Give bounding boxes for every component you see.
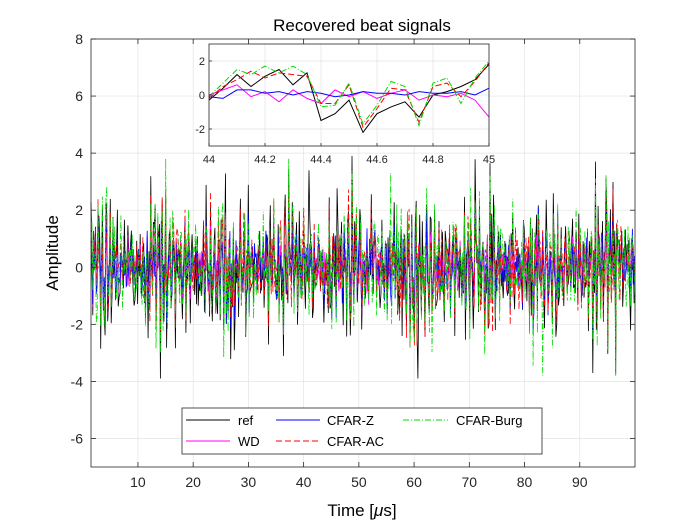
main-x-tick-label: 70 bbox=[462, 474, 478, 490]
main-y-tick-label: -6 bbox=[71, 430, 84, 446]
y-axis-label: Amplitude bbox=[43, 215, 62, 291]
x-axis-label-mu: μ bbox=[373, 501, 384, 520]
main-y-tick-label: -4 bbox=[71, 373, 84, 389]
main-x-tick-label: 40 bbox=[296, 474, 312, 490]
main-x-tick-label: 50 bbox=[351, 474, 367, 490]
main-x-tick-label: 10 bbox=[130, 474, 146, 490]
legend-item-cfar-ac: CFAR-AC bbox=[276, 434, 384, 449]
inset-x-tick-label: 44.8 bbox=[422, 154, 443, 166]
main-x-tick-label: 20 bbox=[185, 474, 201, 490]
inset-axes: 44 44.2 44.4 44.6 44.8 45 -2 0 2 bbox=[195, 43, 495, 166]
main-axes-box bbox=[90, 38, 636, 468]
main-y-tick-label: 2 bbox=[75, 202, 83, 218]
legend-item-cfar-z: CFAR-Z bbox=[276, 413, 374, 428]
legend-label-cfar-burg: CFAR-Burg bbox=[456, 413, 522, 428]
chart-title: Recovered beat signals bbox=[273, 16, 451, 35]
main-y-tick-label: 8 bbox=[75, 31, 83, 47]
inset-y-tick-label: 2 bbox=[199, 56, 205, 68]
legend-label-cfar-z: CFAR-Z bbox=[327, 413, 374, 428]
inset-x-tick-label: 44.2 bbox=[254, 154, 275, 166]
x-axis-label-unit: s] bbox=[383, 501, 396, 520]
main-x-tick-label: 80 bbox=[517, 474, 533, 490]
main-series-group bbox=[90, 155, 636, 379]
inset-x-tick-label: 44 bbox=[203, 154, 215, 166]
main-series-cfar-burg bbox=[90, 158, 636, 376]
inset-ticks: 44 44.2 44.4 44.6 44.8 45 -2 0 2 bbox=[195, 56, 495, 166]
legend-label-wd: WD bbox=[238, 434, 260, 449]
inset-series-cfar-burg bbox=[208, 60, 490, 128]
main-y-tick-label: -2 bbox=[71, 316, 84, 332]
main-y-tick-label: 0 bbox=[75, 259, 83, 275]
main-x-tick-label: 30 bbox=[241, 474, 257, 490]
legend-item-ref: ref bbox=[186, 413, 254, 428]
inset-series-cfar-ac bbox=[208, 62, 490, 129]
main-x-tick-label: 60 bbox=[406, 474, 422, 490]
inset-x-tick-label: 44.6 bbox=[366, 154, 387, 166]
legend-item-wd: WD bbox=[186, 434, 260, 449]
main-y-tick-label: 4 bbox=[75, 145, 83, 161]
inset-series-wd bbox=[208, 84, 490, 118]
main-series-cfar-ac bbox=[90, 188, 636, 346]
inset-y-tick-label: 0 bbox=[199, 90, 205, 102]
x-axis-label-text: Time [ bbox=[327, 501, 374, 520]
legend: ref WD CFAR-Z CFAR-AC CFAR-Burg bbox=[181, 407, 543, 455]
legend-item-cfar-burg: CFAR-Burg bbox=[403, 413, 522, 428]
inset-x-tick-label: 44.4 bbox=[310, 154, 331, 166]
inset-series-cfar-z bbox=[208, 87, 490, 99]
legend-label-ref: ref bbox=[238, 413, 254, 428]
x-axis-label: Time [μs] bbox=[327, 501, 396, 520]
main-y-tick-label: 6 bbox=[75, 88, 83, 104]
inset-x-tick-label: 45 bbox=[483, 154, 495, 166]
main-x-tick-label: 90 bbox=[572, 474, 588, 490]
legend-label-cfar-ac: CFAR-AC bbox=[327, 434, 384, 449]
legend-box bbox=[181, 407, 543, 455]
inset-series-group bbox=[208, 60, 490, 134]
inset-y-tick-label: -2 bbox=[195, 124, 205, 136]
inset-series-ref bbox=[208, 64, 490, 134]
